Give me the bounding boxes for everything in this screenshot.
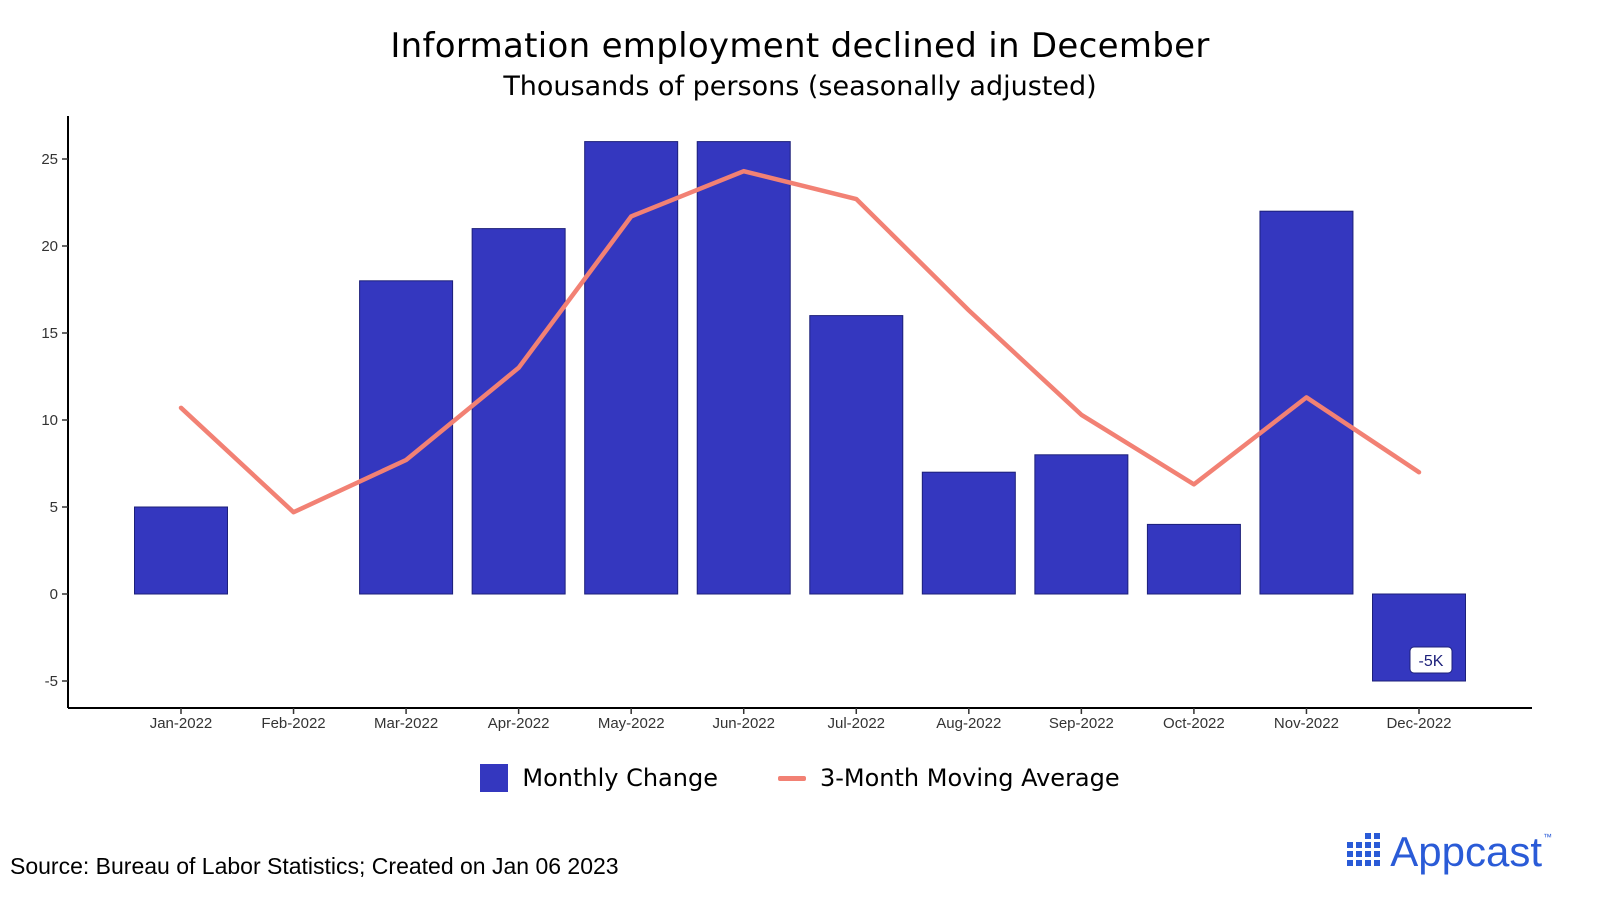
x-tick-label: Apr-2022	[488, 715, 550, 732]
x-tick-label: May-2022	[598, 715, 665, 732]
y-tick-label: 25	[41, 151, 58, 168]
x-tick-label: Oct-2022	[1163, 715, 1225, 732]
annotation-label: -5K	[1409, 646, 1453, 674]
y-tick-label: 20	[41, 238, 58, 255]
bar-jul-2022	[809, 315, 904, 595]
bar-apr-2022	[471, 228, 566, 595]
y-tick-label: -5	[45, 673, 58, 690]
x-tick-label: Feb-2022	[261, 715, 325, 732]
legend-item-monthly-change: Monthly Change	[480, 764, 718, 792]
appcast-logo: Appcast ™	[1346, 828, 1552, 876]
x-tick-label: Jan-2022	[150, 715, 213, 732]
bar-may-2022	[584, 141, 679, 595]
axes-layer: -5 0 5 10 15 20 25 Jan-2022 Feb-2022 Mar-2022 Apr-…	[41, 116, 1532, 732]
x-tick-label: Nov-2022	[1274, 715, 1339, 732]
bar-jan-2022	[134, 506, 228, 595]
chart-subtitle: Thousands of persons (seasonally adjuste…	[503, 71, 1097, 102]
legend: Monthly Change 3-Month Moving Average	[0, 764, 1600, 792]
y-tick-label: 10	[41, 412, 58, 429]
appcast-dots-icon	[1347, 833, 1381, 866]
legend-swatch-line	[777, 775, 806, 781]
bar-nov-2022	[1259, 210, 1354, 595]
line-layer	[178, 168, 1422, 515]
x-tick-label: Jun-2022	[712, 715, 775, 732]
brand-name: Appcast	[1390, 828, 1542, 875]
annotation-text: -5K	[1419, 653, 1444, 670]
legend-swatch-bar	[480, 764, 509, 792]
bars-layer	[134, 141, 1466, 682]
bar-jun-2022	[696, 141, 791, 595]
annotation-box	[1409, 646, 1453, 674]
bar-mar-2022	[359, 280, 454, 595]
bar-oct-2022	[1146, 523, 1241, 595]
x-tick-label: Aug-2022	[936, 715, 1001, 732]
annotation-layer: -5K	[1409, 646, 1453, 674]
brand-trademark: ™	[1543, 832, 1552, 842]
legend-label-monthly-change: Monthly Change	[522, 764, 718, 792]
x-tick-label: Sep-2022	[1049, 715, 1114, 732]
y-tick-label: 5	[50, 499, 58, 516]
x-tick-label: Dec-2022	[1386, 715, 1451, 732]
x-tick-label: Jul-2022	[827, 715, 885, 732]
moving-average-line	[178, 168, 1422, 515]
y-tick-label: 0	[50, 586, 58, 603]
legend-label-moving-average: 3-Month Moving Average	[819, 764, 1120, 792]
bar-sep-2022	[1034, 454, 1129, 595]
bar-aug-2022	[921, 471, 1016, 595]
y-tick-label: 15	[41, 325, 58, 342]
x-tick-label: Mar-2022	[374, 715, 438, 732]
legend-item-moving-average: 3-Month Moving Average	[777, 764, 1120, 792]
source-note: Source: Bureau of Labor Statistics; Crea…	[10, 853, 619, 879]
chart-title: Information employment declined in Decem…	[390, 26, 1210, 66]
